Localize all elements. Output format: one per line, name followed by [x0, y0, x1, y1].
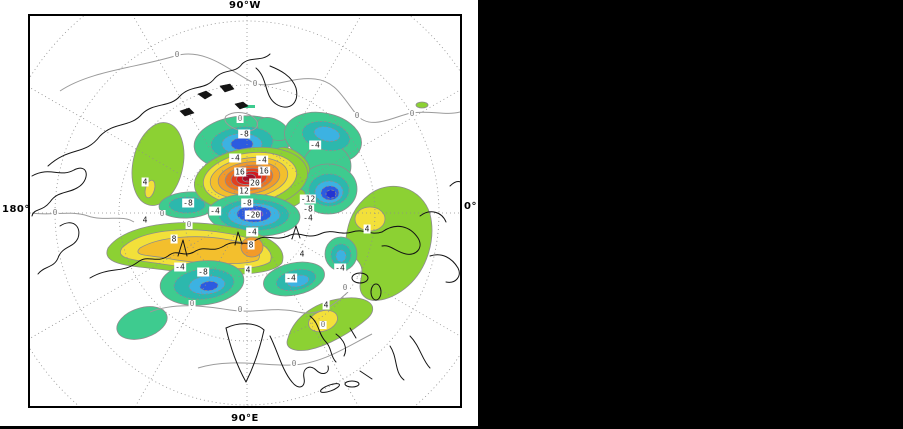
- positive-cell-right: [345, 185, 433, 301]
- contour-fills: [106, 101, 433, 351]
- negative-cell-lower-left: [159, 260, 245, 306]
- black-region: [478, 0, 903, 429]
- axis-label-180: 180°: [2, 204, 30, 215]
- coastlines: [31, 53, 460, 393]
- axis-label-0: 0°: [464, 201, 477, 212]
- positive-cell-lower-right: [286, 297, 374, 351]
- axis-label-90e: 90°E: [231, 413, 259, 424]
- map-panel: 90°W 180° 0° 90°E: [0, 0, 478, 426]
- negative-cell-right-small: [324, 236, 358, 272]
- negative-cell-bottom-left: [116, 306, 168, 340]
- map-frame: -8 -4 -4 -4 16 16 20 12 -8 -20 -4 -12 -8 -4 -8 -4 4 4 8 8 4-…: [28, 14, 462, 408]
- contour-map: [30, 16, 460, 406]
- axis-label-90w: 90°W: [229, 0, 261, 11]
- minor-spots: [243, 101, 429, 109]
